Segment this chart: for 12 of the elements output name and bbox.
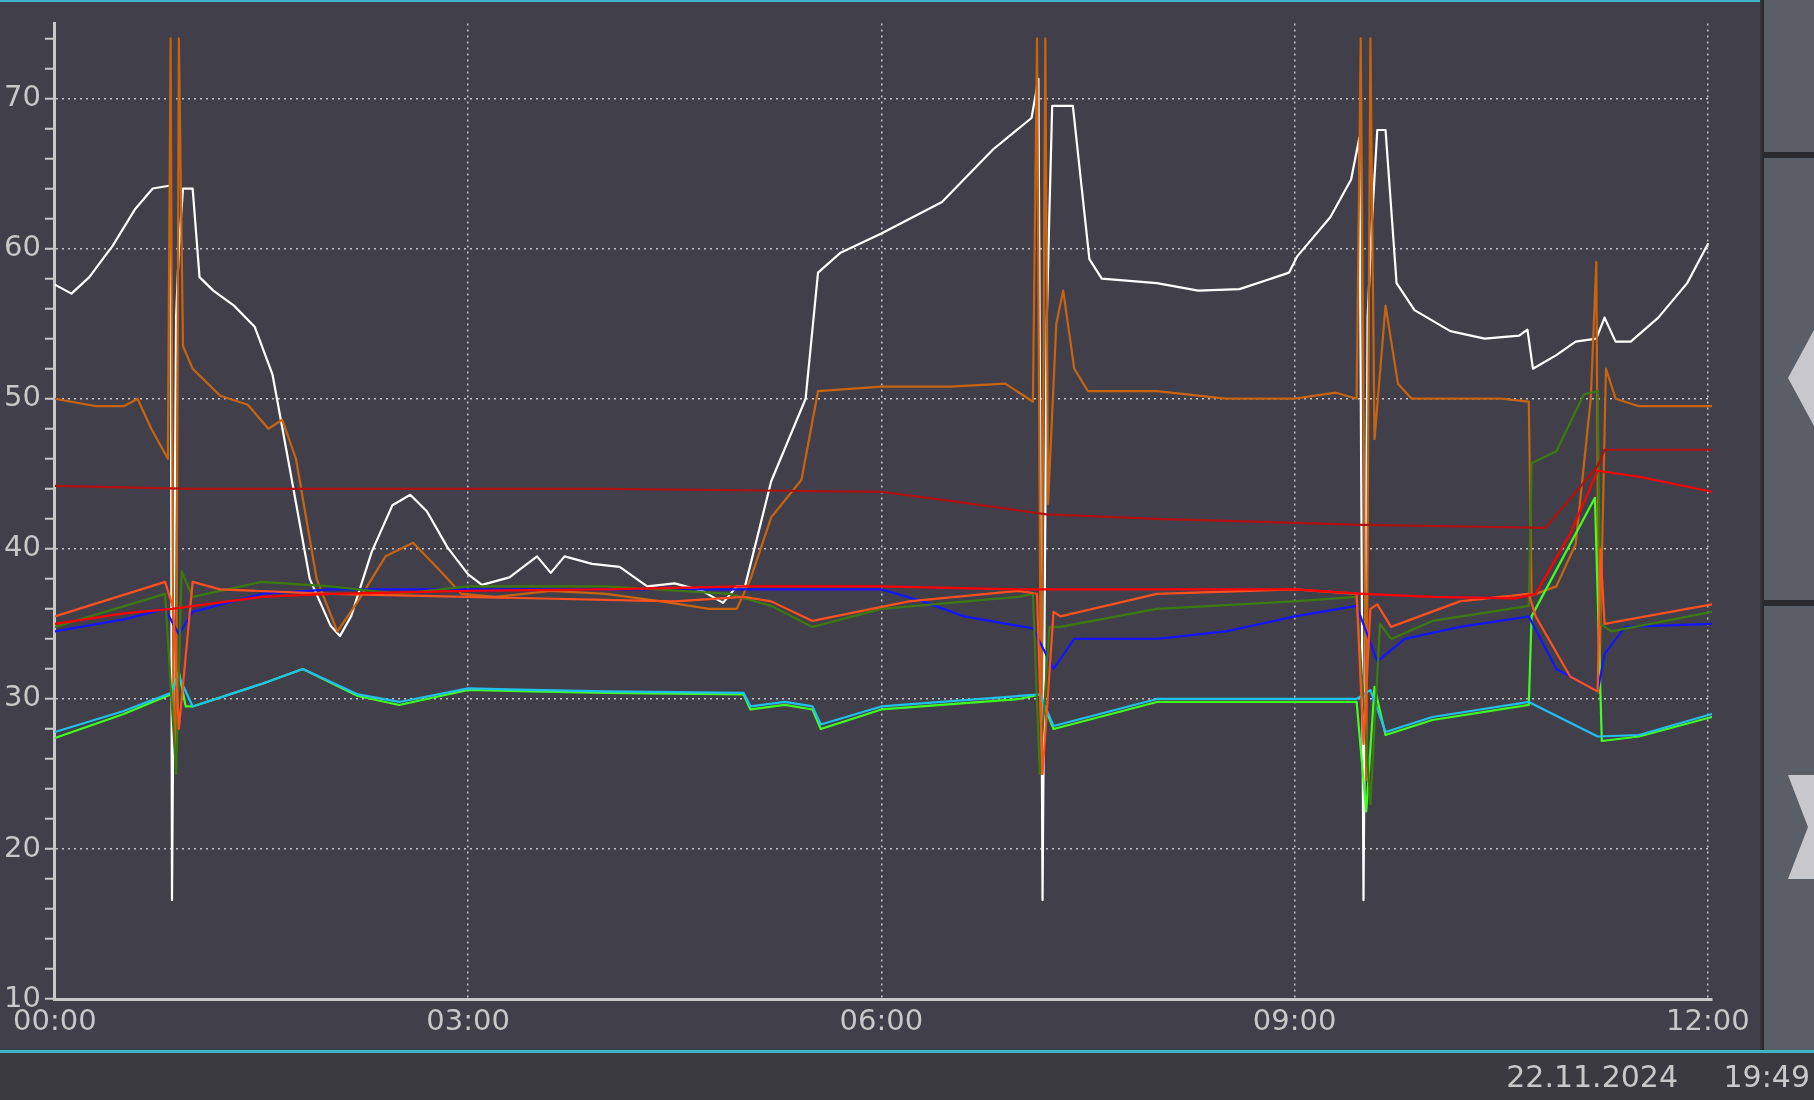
y-tick-label: 30 bbox=[4, 679, 41, 714]
y-tick-label: 60 bbox=[4, 229, 41, 264]
x-tick-label: 12:00 bbox=[1666, 1003, 1750, 1038]
y-tick-label: 20 bbox=[4, 829, 41, 864]
x-tick-label: 03:00 bbox=[426, 1003, 510, 1038]
x-tick-label: 09:00 bbox=[1252, 1003, 1337, 1038]
text: 22.11.2024 bbox=[1506, 1059, 1678, 1094]
text: 19:49 bbox=[1723, 1059, 1810, 1094]
y-tick-label: 70 bbox=[4, 78, 41, 113]
x-tick-label: 06:00 bbox=[839, 1003, 924, 1038]
y-tick-label: 50 bbox=[4, 379, 41, 414]
y-tick-label: 40 bbox=[4, 529, 41, 564]
